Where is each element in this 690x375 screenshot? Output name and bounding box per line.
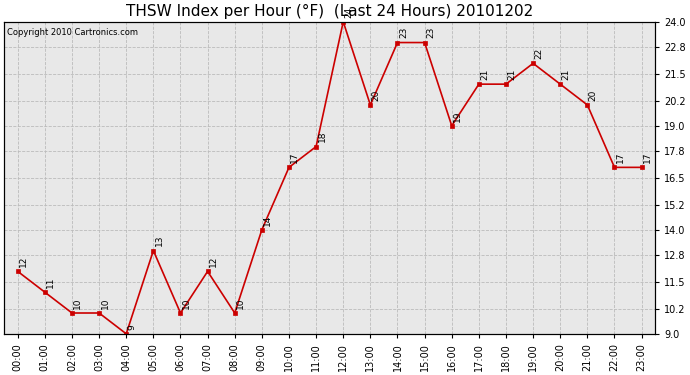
Text: 10: 10 [73, 297, 82, 309]
Text: 21: 21 [480, 69, 489, 80]
Text: 13: 13 [155, 235, 164, 246]
Text: 9: 9 [128, 324, 137, 330]
Text: 17: 17 [290, 152, 299, 163]
Text: 19: 19 [453, 110, 462, 122]
Text: 10: 10 [236, 297, 245, 309]
Text: 12: 12 [209, 256, 218, 267]
Text: 17: 17 [643, 152, 652, 163]
Text: 20: 20 [372, 89, 381, 101]
Text: 11: 11 [46, 276, 55, 288]
Text: 18: 18 [317, 131, 326, 142]
Text: 10: 10 [101, 297, 110, 309]
Text: 23: 23 [399, 27, 408, 38]
Title: THSW Index per Hour (°F)  (Last 24 Hours) 20101202: THSW Index per Hour (°F) (Last 24 Hours)… [126, 4, 533, 19]
Text: 12: 12 [19, 256, 28, 267]
Text: 10: 10 [182, 297, 191, 309]
Text: 14: 14 [264, 214, 273, 226]
Text: 23: 23 [426, 27, 435, 38]
Text: 22: 22 [535, 48, 544, 59]
Text: 24: 24 [344, 6, 354, 18]
Text: Copyright 2010 Cartronics.com: Copyright 2010 Cartronics.com [8, 28, 139, 37]
Text: 20: 20 [589, 89, 598, 101]
Text: 21: 21 [562, 69, 571, 80]
Text: 21: 21 [507, 69, 516, 80]
Text: 17: 17 [616, 152, 625, 163]
